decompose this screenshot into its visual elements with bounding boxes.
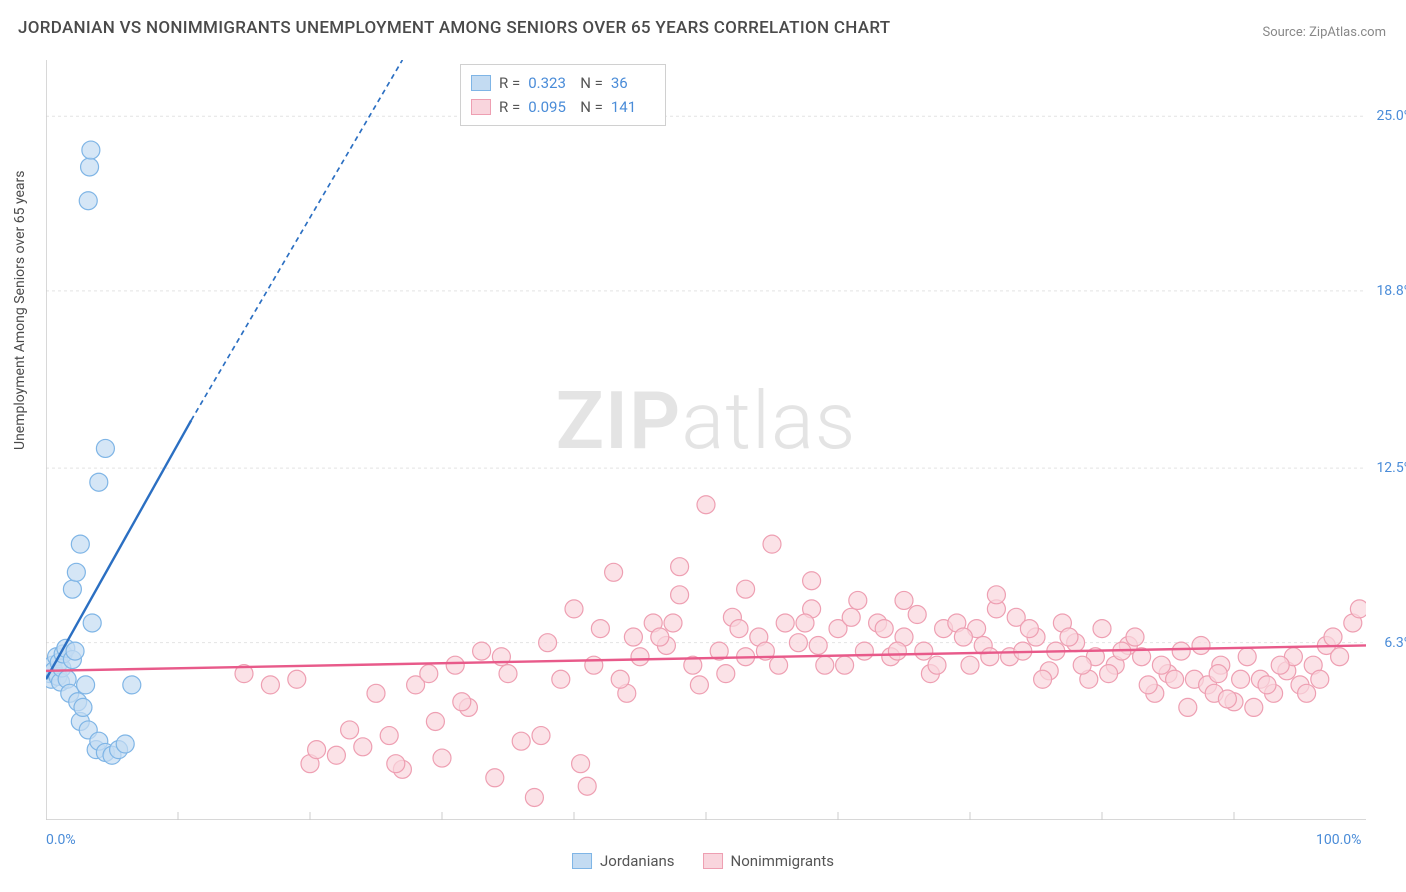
chart-area: ZIPatlas 6.3%12.5%18.8%25.0% 0.0%100.0% xyxy=(46,60,1366,820)
stats-row-jordanians: R = 0.323 N = 36 xyxy=(471,71,655,95)
legend-label-nonimmigrants: Nonimmigrants xyxy=(731,852,834,870)
y-axis-label: Unemployment Among Seniors over 65 years xyxy=(12,171,28,451)
n-label-1: N = xyxy=(580,95,603,119)
n-value-1: 141 xyxy=(611,95,655,119)
legend-swatch-nonimmigrants xyxy=(703,853,723,869)
stats-row-nonimmigrants: R = 0.095 N = 141 xyxy=(471,95,655,119)
bottom-legend: Jordanians Nonimmigrants xyxy=(572,852,834,870)
r-label-0: R = xyxy=(499,71,520,95)
r-value-1: 0.095 xyxy=(528,95,572,119)
swatch-nonimmigrants xyxy=(471,99,491,115)
scatter-chart-svg xyxy=(46,60,1366,820)
y-tick-label: 12.5% xyxy=(1376,460,1406,476)
x-tick-label: 100.0% xyxy=(1316,832,1361,848)
swatch-jordanians xyxy=(471,75,491,91)
x-tick-label: 0.0% xyxy=(46,832,76,848)
source-prefix: Source: xyxy=(1262,25,1309,40)
y-tick-label: 6.3% xyxy=(1384,635,1406,651)
source-attribution: Source: ZipAtlas.com xyxy=(1262,25,1386,40)
legend-item-jordanians: Jordanians xyxy=(572,852,675,870)
legend-swatch-jordanians xyxy=(572,853,592,869)
r-value-0: 0.323 xyxy=(528,71,572,95)
legend-item-nonimmigrants: Nonimmigrants xyxy=(703,852,834,870)
y-tick-label: 18.8% xyxy=(1376,283,1406,299)
n-value-0: 36 xyxy=(611,71,655,95)
stats-legend: R = 0.323 N = 36 R = 0.095 N = 141 xyxy=(460,64,666,126)
r-label-1: R = xyxy=(499,95,520,119)
chart-title: JORDANIAN VS NONIMMIGRANTS UNEMPLOYMENT … xyxy=(18,18,890,38)
n-label-0: N = xyxy=(580,71,603,95)
legend-label-jordanians: Jordanians xyxy=(600,852,675,870)
y-tick-label: 25.0% xyxy=(1376,108,1406,124)
source-link[interactable]: ZipAtlas.com xyxy=(1309,25,1386,40)
